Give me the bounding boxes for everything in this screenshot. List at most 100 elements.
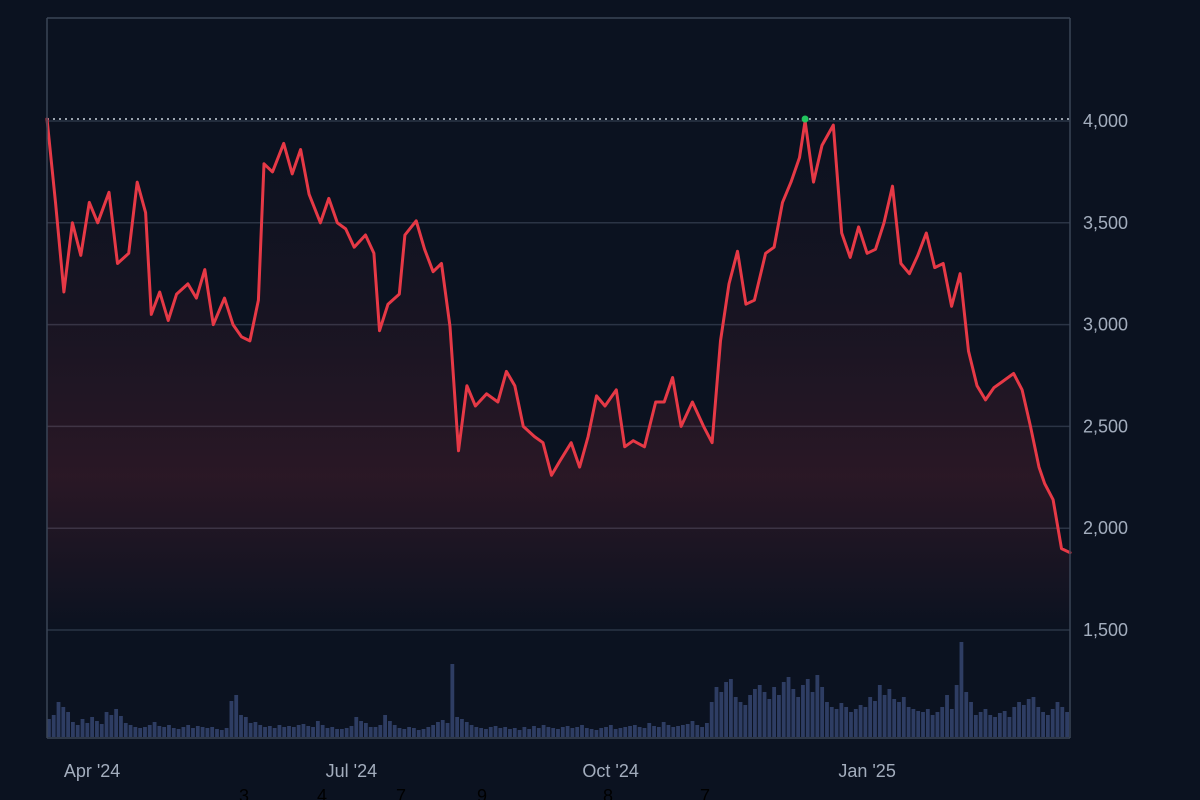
volume-bar: [479, 728, 484, 737]
chart-frame: [46, 17, 1071, 739]
volume-bar: [791, 689, 796, 737]
volume-bar: [839, 703, 844, 737]
volume-bar: [729, 679, 733, 737]
volume-bar: [195, 726, 200, 737]
volume-bar: [945, 695, 949, 737]
volume-bar: [604, 727, 608, 737]
volume-bar: [282, 727, 287, 737]
volume-bar: [767, 699, 772, 737]
volume-bar: [450, 664, 455, 737]
volume-bar: [1065, 712, 1069, 737]
volume-bar: [426, 727, 431, 737]
volume-bar: [594, 730, 599, 737]
volume-bar: [618, 728, 623, 737]
volume-bar: [320, 725, 325, 737]
volume-bar: [911, 709, 916, 737]
volume-bar: [930, 715, 935, 737]
volume-bar: [104, 712, 109, 737]
x-tick-label: Apr '24: [64, 761, 120, 781]
volume-bar: [690, 721, 695, 737]
volume-bar: [863, 707, 868, 737]
volume-bar: [628, 726, 632, 737]
extra-label: 4: [317, 786, 327, 800]
volume-bar: [844, 707, 849, 737]
volume-bar: [517, 730, 522, 737]
volume-bar: [868, 697, 873, 737]
volume-bar: [656, 727, 661, 737]
volume-bar: [402, 729, 407, 737]
volume-bar: [983, 709, 988, 737]
volume-bar: [66, 712, 71, 737]
volume-bar: [642, 728, 647, 737]
volume-bar: [359, 721, 363, 737]
volume-bar: [887, 689, 892, 737]
volume-bar: [469, 725, 474, 737]
volume-bar: [234, 695, 239, 737]
volume-bar: [680, 725, 685, 737]
volume-bar: [560, 727, 565, 737]
volume-bar: [825, 702, 829, 737]
volume-bar: [1055, 702, 1060, 737]
volume-bar: [191, 728, 195, 737]
volume-bar: [123, 723, 128, 737]
volume-bar: [777, 695, 781, 737]
volume-bar: [527, 729, 532, 737]
volume-bar: [858, 705, 863, 737]
volume-bar: [388, 721, 392, 737]
volume-bar: [546, 727, 551, 737]
volume-bar: [661, 722, 666, 737]
x-tick-label: Jul '24: [326, 761, 377, 781]
volume-bar: [1036, 707, 1041, 737]
volume-bar: [1007, 717, 1012, 737]
volume-bar: [796, 697, 801, 737]
volume-bar: [186, 725, 191, 737]
volume-bar: [215, 729, 219, 737]
volume-bar: [272, 728, 277, 737]
volume-bar: [484, 729, 488, 737]
volume-bar: [801, 685, 805, 737]
volume-bar: [75, 725, 80, 737]
volume-bar: [162, 727, 167, 737]
volume-bar: [714, 687, 719, 737]
extra-label: 7: [396, 786, 406, 800]
y-tick-label: 4,000: [1083, 111, 1128, 131]
volume-bars: [47, 642, 1069, 737]
volume-bar: [834, 709, 839, 737]
volume-bar: [652, 726, 656, 737]
volume-bar: [556, 729, 560, 737]
volume-bar: [584, 728, 589, 737]
volume-bar: [508, 729, 512, 737]
volume-bar: [853, 709, 858, 737]
volume-bar: [114, 709, 119, 737]
y-tick-label: 2,500: [1083, 416, 1128, 436]
volume-bar: [493, 726, 498, 737]
x-tick-label: Jan '25: [838, 761, 895, 781]
volume-bar: [738, 702, 743, 737]
volume-bar: [743, 705, 748, 737]
volume-bar: [925, 709, 930, 737]
extra-label: 3: [239, 786, 249, 800]
volume-bar: [522, 727, 527, 737]
volume-bar: [171, 728, 176, 737]
volume-bar: [733, 697, 738, 737]
volume-bar: [589, 729, 594, 737]
volume-bar: [637, 727, 642, 737]
volume-bar: [551, 728, 556, 737]
volume-bar: [296, 725, 301, 737]
volume-bar: [431, 725, 436, 737]
volume-bar: [157, 726, 162, 737]
volume-bar: [474, 727, 479, 737]
high-marker: [801, 115, 809, 123]
volume-bar: [532, 726, 536, 737]
volume-bar: [349, 726, 354, 737]
volume-bar: [311, 727, 315, 737]
volume-bar: [849, 712, 853, 737]
volume-bar: [997, 713, 1002, 737]
volume-bar: [1031, 697, 1036, 737]
volume-bar: [392, 725, 397, 737]
extra-label: 7: [700, 786, 710, 800]
volume-bar: [368, 727, 373, 737]
volume-bar: [436, 722, 440, 737]
volume-bar: [143, 727, 147, 737]
volume-bar: [258, 725, 263, 737]
